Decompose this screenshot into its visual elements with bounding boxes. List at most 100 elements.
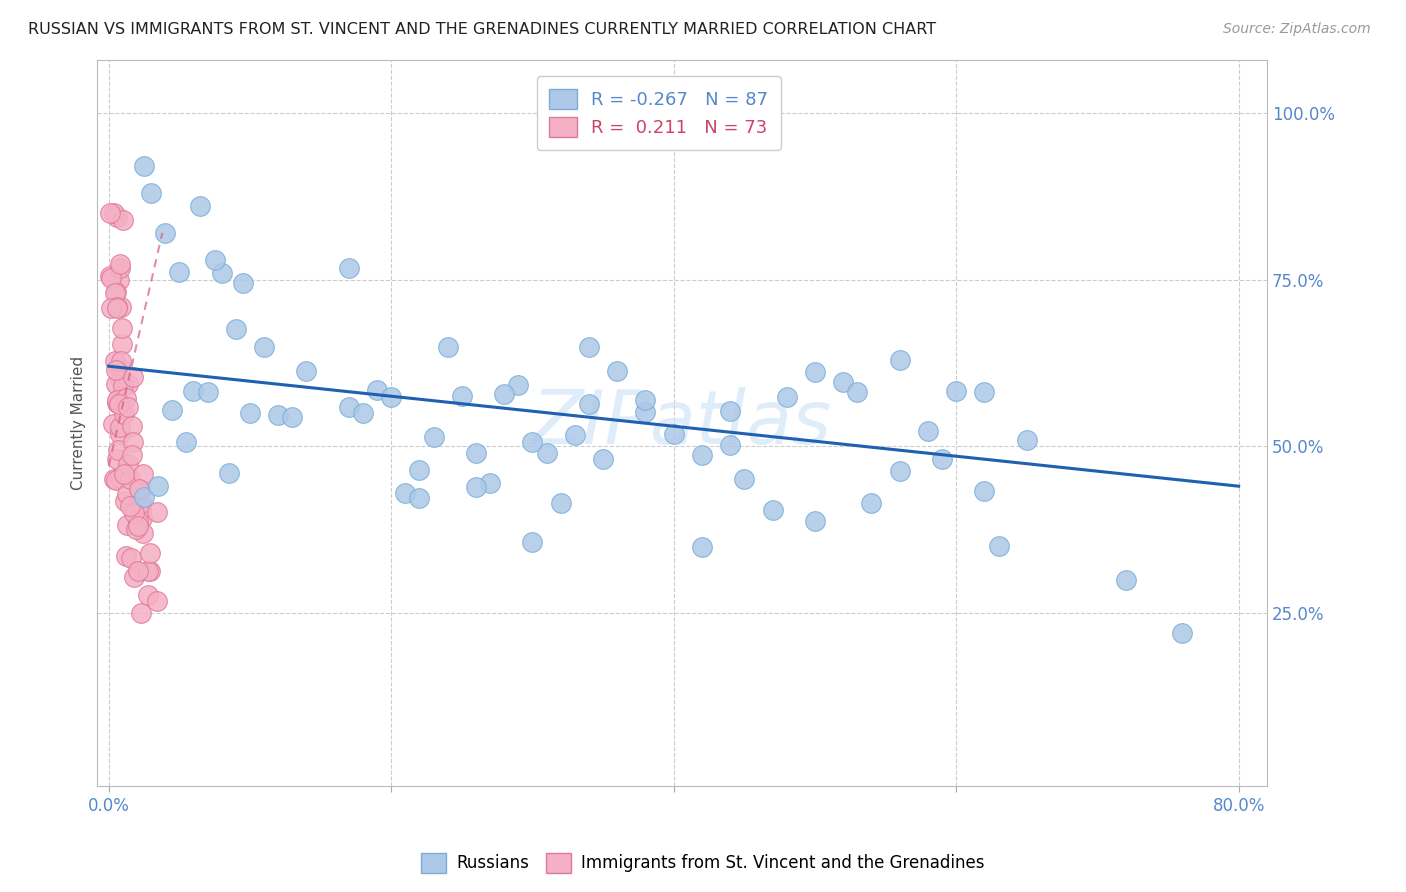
Point: [422, 430, 444, 444]
Point: [522, 434, 544, 449]
Point: [832, 375, 855, 389]
Point: [987, 539, 1010, 553]
Point: [105, 377, 128, 392]
Point: [146, 505, 169, 519]
Point: [104, 363, 127, 377]
Point: [131, 526, 153, 541]
Point: [121, 449, 143, 463]
Point: [115, 392, 138, 406]
Point: [232, 276, 254, 290]
Point: [139, 564, 162, 578]
Point: [281, 409, 304, 424]
Point: [718, 437, 741, 451]
Point: [218, 466, 240, 480]
Point: [117, 457, 139, 471]
Point: [136, 565, 159, 579]
Point: [103, 206, 125, 220]
Point: [107, 443, 129, 458]
Point: [394, 485, 416, 500]
Point: [114, 494, 136, 508]
Point: [132, 467, 155, 481]
Point: [108, 426, 131, 441]
Point: [108, 361, 131, 376]
Point: [146, 479, 169, 493]
Point: [479, 476, 502, 491]
Point: [267, 408, 290, 422]
Point: [104, 354, 127, 368]
Point: [117, 486, 139, 500]
Point: [107, 396, 129, 410]
Point: [107, 397, 129, 411]
Point: [110, 260, 132, 275]
Point: [366, 383, 388, 397]
Point: [634, 405, 657, 419]
Point: [103, 472, 125, 486]
Point: [204, 252, 226, 267]
Point: [536, 446, 558, 460]
Point: [408, 491, 430, 505]
Point: [121, 370, 143, 384]
Point: [131, 606, 153, 620]
Point: [733, 472, 755, 486]
Point: [690, 448, 713, 462]
Point: [973, 484, 995, 499]
Point: [804, 366, 827, 380]
Point: [190, 199, 212, 213]
Point: [176, 434, 198, 449]
Point: [464, 446, 486, 460]
Point: [690, 540, 713, 554]
Point: [105, 300, 128, 314]
Point: [114, 549, 136, 564]
Point: [100, 268, 122, 283]
Point: [337, 261, 360, 276]
Legend: Russians, Immigrants from St. Vincent and the Grenadines: Russians, Immigrants from St. Vincent an…: [415, 847, 991, 880]
Point: [131, 510, 153, 524]
Point: [464, 479, 486, 493]
Legend: R = -0.267   N = 87, R =  0.211   N = 73: R = -0.267 N = 87, R = 0.211 N = 73: [537, 76, 780, 150]
Point: [860, 496, 883, 510]
Point: [124, 507, 146, 521]
Point: [107, 273, 129, 287]
Point: [508, 377, 530, 392]
Point: [108, 372, 131, 386]
Point: [105, 392, 128, 407]
Point: [295, 364, 318, 378]
Point: [169, 265, 191, 279]
Point: [945, 384, 967, 399]
Point: [104, 286, 127, 301]
Point: [606, 364, 628, 378]
Point: [121, 419, 143, 434]
Point: [129, 502, 152, 516]
Point: [105, 473, 128, 487]
Point: [380, 390, 402, 404]
Point: [775, 391, 797, 405]
Point: [117, 400, 139, 414]
Point: [153, 226, 176, 240]
Point: [127, 519, 149, 533]
Point: [129, 496, 152, 510]
Point: [564, 428, 586, 442]
Point: [253, 340, 276, 354]
Point: [160, 403, 183, 417]
Y-axis label: Currently Married: Currently Married: [72, 356, 86, 490]
Point: [211, 266, 233, 280]
Point: [592, 451, 614, 466]
Point: [110, 301, 132, 315]
Point: [124, 570, 146, 584]
Point: [98, 206, 121, 220]
Point: [105, 285, 128, 300]
Point: [917, 424, 939, 438]
Point: [352, 406, 374, 420]
Point: [117, 377, 139, 392]
Point: [108, 471, 131, 485]
Point: [450, 389, 472, 403]
Point: [120, 550, 142, 565]
Point: [132, 491, 155, 505]
Point: [120, 499, 142, 513]
Point: [100, 271, 122, 285]
Point: [522, 534, 544, 549]
Point: [105, 451, 128, 466]
Point: [494, 387, 516, 401]
Point: [1015, 433, 1038, 447]
Point: [718, 403, 741, 417]
